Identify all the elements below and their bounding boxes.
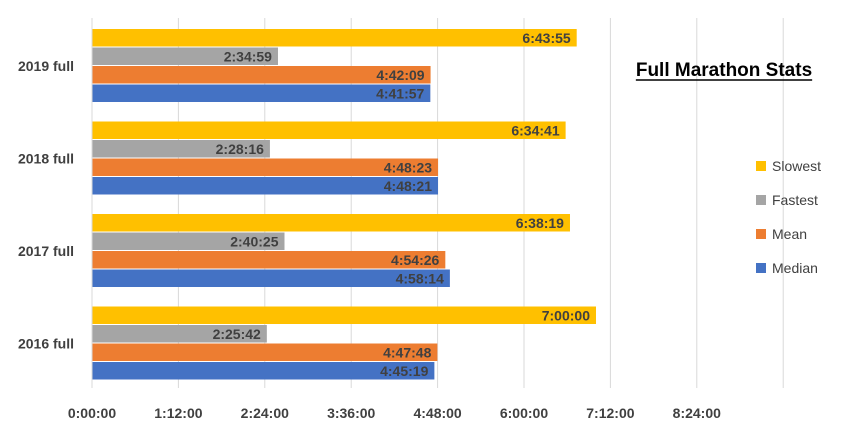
data-label: 4:41:57 (376, 85, 424, 101)
x-tick-label: 0:00:00 (68, 405, 116, 421)
data-label: 2:34:59 (224, 48, 272, 64)
data-label: 4:42:09 (376, 67, 424, 83)
legend-swatch-slowest (756, 161, 766, 171)
x-tick-label: 8:24:00 (673, 405, 721, 421)
data-label: 4:48:21 (384, 178, 432, 194)
legend-label-median: Median (772, 260, 818, 276)
bar-slowest-2017-full (92, 214, 570, 232)
bar-slowest-2019-full (92, 29, 577, 47)
bar-median-2018-full (92, 177, 439, 195)
bar-mean-2018-full (92, 158, 439, 176)
bar-fastest-2019-full (92, 47, 278, 65)
bar-fastest-2017-full (92, 232, 285, 250)
data-label: 4:58:14 (396, 270, 444, 286)
legend-label-fastest: Fastest (772, 192, 818, 208)
data-label: 2:40:25 (230, 233, 278, 249)
legend-swatch-fastest (756, 195, 766, 205)
data-label: 2:25:42 (213, 326, 261, 342)
x-tick-label: 1:12:00 (154, 405, 202, 421)
legend-swatch-median (756, 263, 766, 273)
legend: Slowest Fastest Mean Median (756, 158, 821, 276)
bar-median-2016-full (92, 362, 435, 380)
bar-mean-2016-full (92, 343, 438, 361)
bar-fastest-2018-full (92, 140, 270, 158)
x-tick-label: 4:48:00 (413, 405, 461, 421)
legend-label-mean: Mean (772, 226, 807, 242)
bar-median-2019-full (92, 84, 431, 102)
data-label: 6:43:55 (522, 30, 570, 46)
bars (92, 29, 596, 380)
data-label: 4:54:26 (391, 252, 439, 268)
data-label: 4:47:48 (383, 344, 431, 360)
bar-mean-2019-full (92, 66, 431, 84)
data-label: 4:48:23 (384, 159, 432, 175)
data-labels: 6:43:55 2:34:59 4:42:09 4:41:57 6:34:41 2:28:… (213, 30, 591, 379)
category-label: 2019 full (18, 58, 74, 74)
legend-swatch-mean (756, 229, 766, 239)
axes: 0:00:00 1:12:00 2:24:00 3:36:00 4:48:00 6:00:… (18, 18, 721, 421)
category-label: 2016 full (18, 336, 74, 352)
data-label: 4:45:19 (380, 363, 428, 379)
legend-label-slowest: Slowest (772, 158, 821, 174)
data-label: 7:00:00 (542, 307, 590, 323)
x-tick-label: 3:36:00 (327, 405, 375, 421)
chart-title: Full Marathon Stats (636, 60, 812, 81)
data-label: 6:34:41 (511, 122, 559, 138)
x-tick-label: 7:12:00 (586, 405, 634, 421)
bar-median-2017-full (92, 269, 450, 287)
bar-slowest-2018-full (92, 121, 566, 139)
x-tick-label: 6:00:00 (500, 405, 548, 421)
category-label: 2017 full (18, 243, 74, 259)
bar-fastest-2016-full (92, 325, 267, 343)
category-label: 2018 full (18, 151, 74, 167)
data-label: 6:38:19 (516, 215, 564, 231)
x-tick-label: 2:24:00 (241, 405, 289, 421)
data-label: 2:28:16 (216, 141, 264, 157)
bar-slowest-2016-full (92, 306, 596, 324)
bar-mean-2017-full (92, 251, 446, 269)
